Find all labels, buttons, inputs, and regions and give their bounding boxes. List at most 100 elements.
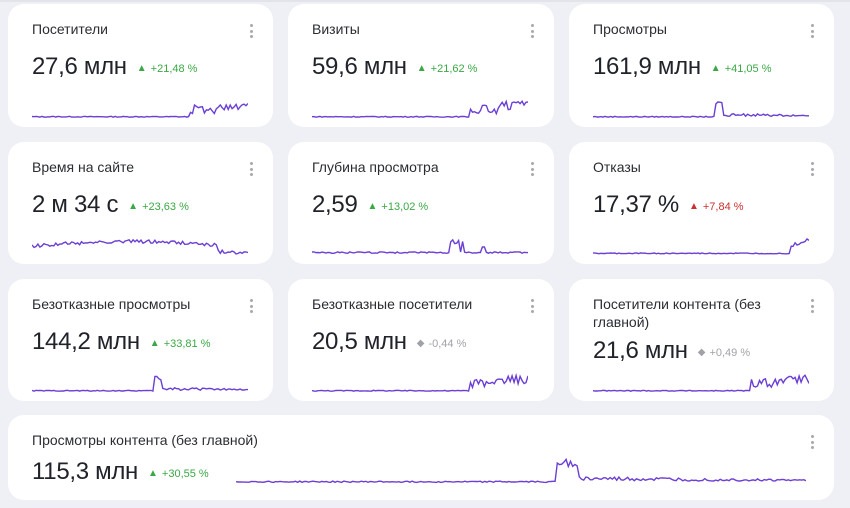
more-menu-icon[interactable] [249, 299, 253, 313]
triangle-up-icon: ▲ [688, 201, 699, 212]
metric-title: Глубина просмотра [312, 159, 439, 175]
triangle-up-icon: ▲ [416, 63, 427, 74]
metric-value-row: 17,37 % ▲ +7,84 % [593, 190, 744, 220]
diamond-icon: ◆ [416, 338, 425, 349]
sparkline-path [32, 375, 248, 393]
top-divider [0, 0, 850, 2]
metric-card[interactable]: Визиты 59,6 млн ▲ +21,62 % [288, 4, 554, 127]
more-menu-icon[interactable] [249, 24, 253, 38]
sparkline-path [312, 99, 528, 118]
metric-delta-text: +21,62 % [430, 63, 478, 75]
sparkline [32, 375, 248, 393]
metric-value: 2 м 34 с [32, 191, 119, 218]
metric-value: 27,6 млн [32, 53, 127, 80]
triangle-up-icon: ▲ [136, 63, 147, 74]
more-menu-icon[interactable] [530, 299, 534, 313]
triangle-up-icon: ▲ [148, 468, 158, 479]
metric-delta-text: +21,48 % [150, 63, 198, 75]
metric-value: 161,9 млн [593, 53, 701, 80]
metric-value-row: 2 м 34 с ▲ +23,63 % [32, 190, 189, 220]
triangle-up-icon: ▲ [128, 201, 139, 212]
sparkline [312, 373, 528, 392]
triangle-up-icon: ▲ [710, 63, 721, 74]
metric-value-row: 59,6 млн ▲ +21,62 % [312, 52, 477, 82]
triangle-up-icon: ▲ [367, 201, 378, 212]
metric-delta: ▲ +7,84 % [689, 200, 744, 214]
sparkline-path [593, 101, 809, 118]
sparkline-path [593, 373, 809, 392]
metric-delta: ▲ +41,05 % [711, 62, 772, 76]
metric-card[interactable]: Просмотры 161,9 млн ▲ +41,05 % [569, 4, 834, 127]
sparkline-path [32, 238, 248, 255]
sparkline [236, 457, 806, 484]
metric-title: Посетители контента (без главной) [593, 296, 761, 330]
metric-delta: ▲ +33,81 % [150, 337, 211, 351]
metric-delta-text: +7,84 % [702, 201, 744, 213]
sparkline-path [312, 373, 528, 392]
metric-title: Просмотры [593, 21, 667, 37]
metric-delta: ▲ +23,63 % [128, 200, 189, 214]
metric-value-row: 27,6 млн ▲ +21,48 % [32, 52, 197, 82]
metric-value-row: 144,2 млн ▲ +33,81 % [32, 327, 211, 357]
metric-card[interactable]: Посетители 27,6 млн ▲ +21,48 % [8, 4, 273, 127]
metric-card[interactable]: Отказы 17,37 % ▲ +7,84 % [569, 142, 834, 264]
metric-delta: ▲ +30,55 % [148, 467, 209, 481]
more-menu-icon[interactable] [249, 162, 253, 176]
metric-delta-text: -0,44 % [428, 338, 467, 350]
metric-card[interactable]: Глубина просмотра 2,59 ▲ +13,02 % [288, 142, 554, 264]
metric-value-row: 161,9 млн ▲ +41,05 % [593, 52, 772, 82]
metric-delta: ◆ -0,44 % [417, 337, 467, 351]
more-menu-icon[interactable] [810, 162, 814, 176]
metric-value: 17,37 % [593, 191, 679, 218]
sparkline-path [312, 238, 528, 255]
metric-value-row: 115,3 млн ▲ +30,55 % [32, 457, 209, 487]
metric-title: Посетители [32, 21, 108, 37]
sparkline [312, 238, 528, 255]
metric-title: Безотказные просмотры [32, 296, 191, 312]
metric-title: Безотказные посетители [312, 296, 473, 312]
metric-title: Визиты [312, 21, 360, 37]
more-menu-icon[interactable] [810, 435, 814, 449]
metric-delta: ◆ +0,49 % [698, 346, 750, 360]
metric-card[interactable]: Просмотры контента (без главной) 115,3 м… [8, 415, 834, 500]
metric-value: 144,2 млн [32, 328, 140, 355]
metric-delta-text: +41,05 % [724, 63, 772, 75]
sparkline [593, 373, 809, 392]
diamond-icon: ◆ [697, 347, 706, 358]
sparkline [32, 102, 248, 118]
metric-delta-text: +30,55 % [161, 468, 209, 480]
sparkline-path [236, 457, 806, 484]
metric-delta-text: +13,02 % [381, 201, 429, 213]
metric-title: Просмотры контента (без главной) [32, 432, 258, 448]
more-menu-icon[interactable] [530, 162, 534, 176]
metric-card[interactable]: Безотказные просмотры 144,2 млн ▲ +33,81 … [8, 279, 273, 401]
metric-card[interactable]: Время на сайте 2 м 34 с ▲ +23,63 % [8, 142, 273, 264]
metric-delta: ▲ +21,48 % [137, 62, 198, 76]
metric-value: 2,59 [312, 191, 358, 218]
metric-value-row: 20,5 млн ◆ -0,44 % [312, 327, 466, 357]
more-menu-icon[interactable] [810, 24, 814, 38]
sparkline [593, 238, 809, 255]
metric-value: 20,5 млн [312, 328, 407, 355]
triangle-up-icon: ▲ [149, 338, 160, 349]
sparkline [593, 101, 809, 118]
metric-value: 59,6 млн [312, 53, 407, 80]
metric-title: Время на сайте [32, 159, 135, 175]
metric-value-row: 2,59 ▲ +13,02 % [312, 190, 428, 220]
metric-title: Отказы [593, 159, 641, 175]
metric-delta-text: +0,49 % [709, 347, 751, 359]
metric-value: 21,6 млн [593, 337, 688, 364]
more-menu-icon[interactable] [810, 299, 814, 313]
metric-delta: ▲ +21,62 % [417, 62, 478, 76]
sparkline-path [593, 238, 809, 255]
metric-card[interactable]: Посетители контента (без главной) 21,6 м… [569, 279, 834, 401]
metric-value-row: 21,6 млн ◆ +0,49 % [593, 336, 750, 366]
sparkline [32, 238, 248, 255]
metric-delta: ▲ +13,02 % [368, 200, 429, 214]
metric-delta-text: +23,63 % [142, 201, 189, 213]
sparkline [312, 99, 528, 118]
more-menu-icon[interactable] [530, 24, 534, 38]
metric-delta-text: +33,81 % [163, 338, 211, 350]
sparkline-path [32, 102, 248, 118]
metric-card[interactable]: Безотказные посетители 20,5 млн ◆ -0,44 % [288, 279, 554, 401]
